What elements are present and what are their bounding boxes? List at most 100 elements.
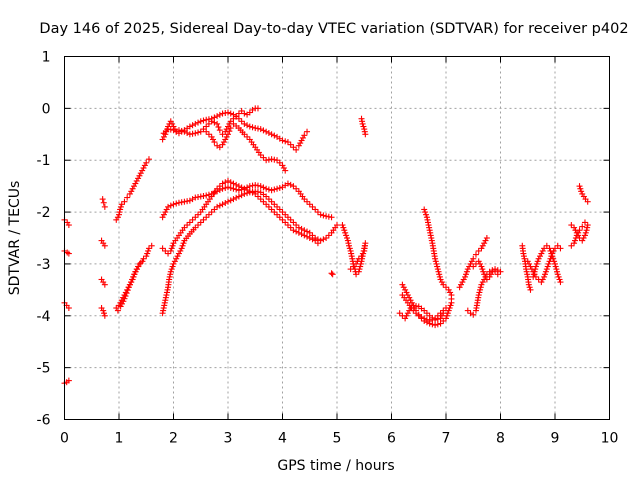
data-point [165,203,172,210]
data-point [436,273,443,280]
data-point [284,180,291,187]
x-tick-label: 1 [115,431,124,447]
data-point [233,186,240,193]
data-point [192,214,199,221]
data-point [538,279,545,286]
data-point [479,279,486,286]
data-point [290,144,297,151]
data-point [257,152,264,159]
data-point [440,281,447,288]
data-point [137,170,144,177]
y-axis-tick-labels: 1 0 -1 -2 -3 -4 -5 -6 [37,50,51,429]
data-point [124,287,131,294]
data-point [304,233,311,240]
data-point [403,289,410,296]
x-tick-label: 5 [333,431,342,447]
data-point [456,284,463,291]
y-axis-label: SDTVAR / TECUs [7,181,23,296]
data-point [437,276,444,283]
data-point [361,247,368,254]
data-point [554,271,561,278]
data-point [220,139,227,146]
data-point [340,224,347,231]
data-point [169,120,176,127]
data-point [295,229,302,236]
data-point [530,271,537,278]
data-point [132,180,139,187]
data-point [323,235,330,241]
data-point [475,247,482,254]
data-point [399,281,406,288]
x-tick-label: 6 [387,431,396,447]
data-point [284,214,291,221]
data-point [274,211,281,218]
data-point [460,276,467,283]
data-point [556,276,563,283]
data-point [432,315,439,322]
data-point [539,276,546,283]
data-point [350,263,357,270]
data-point [170,201,177,208]
data-point [246,188,253,195]
data-point [571,237,578,244]
data-point [304,198,311,205]
data-point [436,271,443,278]
data-point [548,250,555,257]
data-point [215,124,222,131]
data-point [362,131,369,138]
data-point [571,224,578,231]
data-point [415,312,422,319]
data-point [423,310,430,317]
data-point [101,310,108,317]
data-point [301,232,308,239]
data-point [167,247,174,254]
data-point [203,214,210,221]
data-point [205,211,212,218]
data-point [579,237,586,244]
data-point [527,263,534,270]
plot-frame [64,56,610,420]
data-point [244,133,251,140]
data-point [238,107,245,114]
data-point [192,120,199,127]
y-tick-label: 0 [42,101,51,117]
data-point [290,219,297,226]
data-point [557,245,564,252]
data-point [440,307,447,314]
data-point [290,227,297,234]
data-point [65,222,72,229]
data-point [133,177,140,184]
data-point [443,305,449,312]
data-point [402,286,409,293]
data-point [122,293,129,300]
data-point [203,123,210,130]
data-point [448,292,455,299]
data-point [169,242,176,249]
data-point [274,203,281,210]
data-point [568,222,575,229]
data-point [440,317,447,324]
data-point [249,124,256,131]
data-point [480,268,487,275]
data-point [535,255,542,262]
data-point [121,198,128,205]
data-point [189,216,196,223]
data-point [475,292,482,299]
data-point [402,315,409,322]
data-point [423,316,430,323]
data-point [230,185,237,192]
data-point [222,136,229,143]
data-point [225,177,231,184]
data-point [235,115,242,122]
data-point [159,214,166,221]
data-point [181,224,188,231]
data-point [211,114,218,121]
x-tick-label: 10 [601,431,619,447]
data-point [343,232,350,239]
data-point [404,292,411,299]
data-point [159,245,166,252]
data-point [120,298,127,305]
data-point [129,185,136,192]
data-point [276,214,283,221]
data-point [293,146,300,153]
